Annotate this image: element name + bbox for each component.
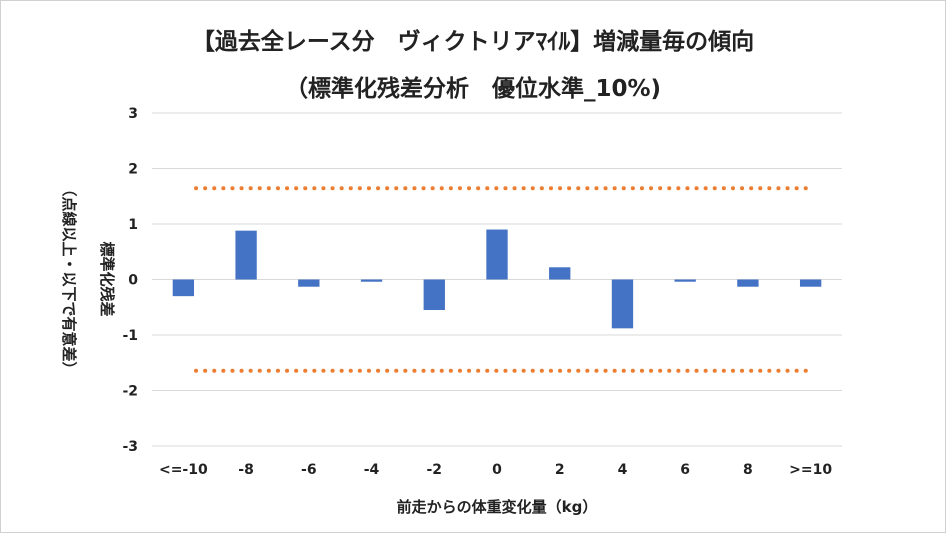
x-tick-label: 0 [492, 462, 502, 478]
bar--2 [424, 280, 445, 311]
bar-0 [486, 230, 507, 280]
bar-<=-10 [173, 280, 194, 297]
bar-4 [612, 280, 633, 329]
x-tick-label: -8 [238, 462, 254, 478]
x-tick-label: -6 [301, 462, 317, 478]
x-axis-label: 前走からの体重変化量（kg） [397, 498, 598, 516]
y-axis-label: 標準化残差 [98, 241, 116, 316]
x-tick-labels: <=-10 -8 -6 -4 -2 0 2 4 6 8 >=10 [159, 462, 832, 478]
y-tick-labels: 3 2 1 0 -1 -2 -3 [122, 106, 138, 455]
y-axis-note: （点線以上・以下で有意差） [60, 181, 78, 376]
y-tick-label: -2 [122, 384, 138, 400]
x-tick-label: 6 [680, 462, 690, 478]
bar->=10 [800, 280, 821, 287]
x-tick-label: 8 [743, 462, 753, 478]
y-tick-label: -1 [122, 328, 138, 344]
x-tick-label: -2 [426, 462, 442, 478]
x-tick-label: 4 [618, 462, 628, 478]
x-tick-label: -4 [364, 462, 380, 478]
bars [173, 230, 822, 329]
bar-6 [675, 280, 696, 282]
bar-2 [549, 267, 570, 279]
bar--4 [361, 280, 382, 282]
bar--8 [235, 231, 256, 280]
x-tick-label: 2 [555, 462, 565, 478]
y-tick-label: -3 [122, 439, 138, 455]
y-tick-label: 2 [128, 162, 138, 178]
bar-8 [737, 280, 758, 287]
bar--6 [298, 280, 319, 287]
x-tick-label: >=10 [789, 462, 832, 478]
x-tick-label: <=-10 [159, 462, 208, 478]
y-tick-label: 3 [128, 106, 138, 122]
y-tick-label: 0 [128, 273, 138, 289]
y-tick-label: 1 [128, 217, 138, 233]
